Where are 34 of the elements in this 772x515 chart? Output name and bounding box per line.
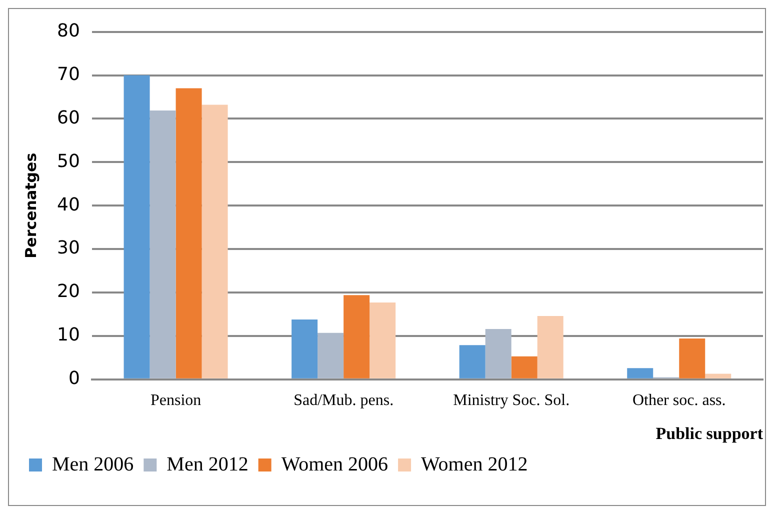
bar: [537, 316, 564, 378]
bar: [627, 368, 654, 378]
y-tick-label: 50: [57, 150, 80, 172]
y-tick-label: 80: [57, 20, 80, 42]
y-tick-label: 60: [57, 107, 80, 128]
y-axis-title: Percenatges: [22, 152, 40, 258]
y-tick-label: 10: [57, 324, 80, 346]
legend-label: Men 2012: [166, 453, 248, 476]
bar: [344, 295, 370, 378]
y-tick-label: 30: [57, 238, 80, 259]
legend-label: Men 2006: [52, 453, 134, 476]
bar: [124, 75, 150, 378]
legend-label: Women 2012: [421, 453, 528, 476]
bar: [370, 302, 396, 378]
y-tick-label: 0: [68, 368, 80, 390]
x-tick-label: Other soc. ass.: [632, 392, 726, 410]
bar: [705, 374, 732, 378]
x-tick-label: Pension: [150, 392, 202, 410]
bar: [292, 319, 318, 378]
legend-label: Women 2006: [281, 453, 388, 476]
bar: [459, 345, 486, 378]
y-tick-label: 70: [57, 64, 80, 85]
bar: [485, 329, 512, 378]
x-tick-label: Sad/Mub. pens.: [294, 392, 394, 410]
bar: [150, 110, 176, 378]
y-tick-label: 40: [57, 194, 80, 216]
bar: [511, 356, 538, 378]
bar: [318, 332, 344, 378]
x-tick-label: Ministry Soc. Sol.: [453, 392, 570, 410]
bar: [679, 338, 706, 378]
y-tick-label: 20: [57, 281, 80, 302]
bar: [176, 88, 202, 378]
bar: [202, 104, 228, 378]
x-axis-title: Public support: [656, 424, 764, 444]
